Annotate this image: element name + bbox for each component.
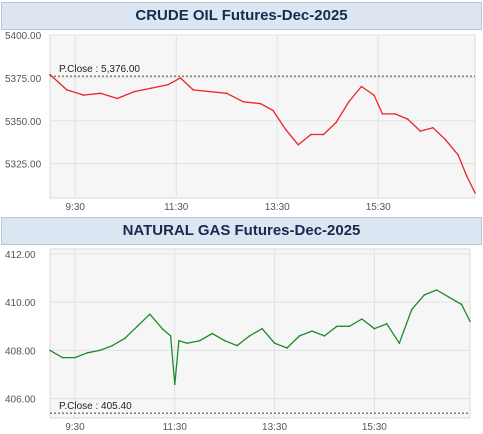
x-tick-label: 11:30 — [164, 202, 189, 212]
price-point — [61, 356, 64, 359]
price-point — [435, 289, 438, 291]
price-point — [209, 90, 211, 93]
price-point — [261, 327, 263, 330]
price-point — [474, 192, 476, 194]
price-point — [248, 335, 251, 337]
price-point — [111, 344, 114, 347]
x-tick-label: 13:30 — [265, 202, 290, 212]
price-point — [297, 144, 300, 146]
price-point — [169, 335, 172, 337]
price-point — [133, 90, 135, 93]
y-tick-label: 412.00 — [5, 250, 36, 261]
price-point — [398, 342, 401, 344]
chart-title: CRUDE OIL Futures-Dec-2025 — [1, 2, 482, 30]
y-tick-label: 5325.00 — [5, 160, 42, 171]
price-point — [178, 339, 180, 342]
price-point — [310, 133, 312, 136]
price-point — [323, 335, 326, 337]
chart-title: NATURAL GAS Futures-Dec-2025 — [1, 217, 482, 245]
price-point — [167, 84, 169, 86]
y-tick-label: 5350.00 — [5, 117, 42, 128]
natural-gas-panel: NATURAL GAS Futures-Dec-2025 412.00 410.0… — [0, 215, 483, 434]
price-point — [186, 342, 188, 344]
price-point — [49, 349, 51, 352]
price-point — [174, 383, 176, 385]
price-point — [411, 308, 413, 311]
price-point — [99, 349, 101, 352]
pclose-label: P.Close : 5,376.00 — [59, 64, 140, 75]
price-point — [149, 313, 151, 315]
price-point — [82, 94, 85, 96]
price-point — [348, 101, 350, 103]
price-point — [336, 325, 338, 328]
price-point — [460, 303, 463, 306]
price-point — [273, 342, 276, 344]
price-point — [259, 102, 262, 105]
natural-gas-chart: 412.00 410.00 408.00 406.00 9:30 11:30 13:30 15… — [5, 248, 471, 433]
price-point — [272, 109, 274, 112]
price-point — [211, 332, 213, 335]
x-tick-label: 15:30 — [366, 202, 391, 212]
price-series-line — [49, 74, 476, 194]
price-point — [161, 327, 164, 330]
price-point — [373, 327, 376, 330]
price-point — [49, 73, 51, 76]
price-point — [136, 325, 139, 328]
price-point — [465, 174, 468, 177]
price-point — [444, 138, 447, 141]
plot-area — [49, 248, 471, 419]
price-point — [124, 337, 126, 340]
price-point — [198, 339, 201, 342]
price-point — [179, 77, 182, 79]
price-point — [406, 118, 409, 120]
x-tick-label: 9:30 — [66, 202, 86, 212]
price-point — [286, 347, 288, 349]
y-tick-label: 5400.00 — [5, 31, 42, 42]
price-point — [348, 325, 351, 328]
price-point — [150, 87, 152, 89]
y-tick-label: 408.00 — [5, 346, 36, 357]
price-point — [298, 335, 301, 337]
price-point — [99, 92, 102, 95]
price-point — [322, 133, 325, 136]
price-point — [311, 330, 313, 332]
price-point — [361, 318, 363, 320]
price-point — [335, 121, 337, 124]
price-point — [242, 101, 245, 103]
price-point — [448, 296, 451, 299]
price-point — [192, 89, 194, 91]
price-point — [457, 154, 460, 156]
price-point — [469, 320, 471, 323]
y-tick-label: 410.00 — [5, 298, 36, 309]
crude-oil-chart: 5400.00 5375.00 5350.00 5325.00 9:30 11:30 13:… — [5, 31, 476, 212]
plot-area — [49, 34, 476, 199]
price-point — [419, 130, 422, 132]
price-point — [360, 85, 363, 88]
price-point — [423, 294, 426, 296]
price-point — [373, 94, 375, 96]
x-tick-label: 15:30 — [362, 422, 387, 433]
price-point — [432, 126, 434, 129]
x-tick-label: 11:30 — [163, 422, 188, 433]
price-point — [386, 323, 388, 325]
price-point — [74, 356, 76, 359]
price-point — [284, 128, 287, 131]
x-tick-label: 13:30 — [262, 422, 287, 433]
price-point — [86, 352, 89, 354]
crude-oil-panel: CRUDE OIL Futures-Dec-2025 5400.00 5375.0… — [0, 0, 483, 212]
y-tick-label: 5375.00 — [5, 74, 42, 85]
price-point — [225, 92, 228, 95]
price-point — [66, 89, 68, 91]
price-point — [223, 339, 226, 342]
y-tick-label: 406.00 — [5, 395, 36, 406]
price-point — [394, 113, 396, 115]
x-tick-label: 9:30 — [65, 422, 85, 433]
price-point — [236, 344, 238, 347]
price-point — [381, 113, 384, 115]
price-point — [116, 97, 119, 100]
pclose-label: P.Close : 405.40 — [59, 401, 132, 412]
